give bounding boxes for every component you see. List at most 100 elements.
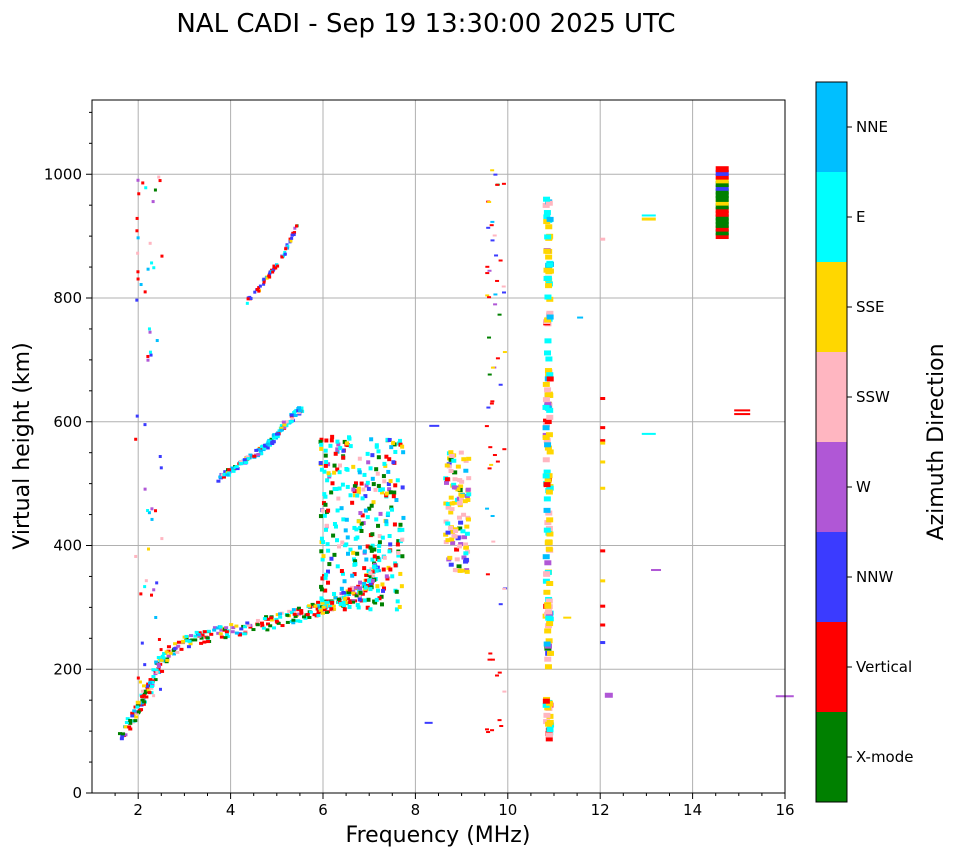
echo-point [351,591,356,595]
echo-point [715,207,729,214]
echo-point [262,280,266,284]
echo-point [128,721,133,725]
echo-point [235,467,240,471]
echo-point [338,446,343,451]
echo-point [350,573,355,578]
echo-point [117,732,122,736]
echo-point [335,447,340,452]
echo-point [543,275,551,281]
echo-point [391,460,396,465]
echo-point [156,656,161,660]
echo-point [333,596,338,600]
echo-point [293,410,298,414]
echo-point [715,184,729,191]
echo-point [443,532,449,537]
echo-point [347,587,352,592]
echo-point [445,521,451,526]
plot-frame [91,99,786,794]
echo-point [291,618,296,622]
echo-point [308,610,313,614]
echo-point [366,460,371,465]
echo-point [324,572,329,577]
echo-point [543,210,551,216]
echo-point [142,684,147,688]
echo-point [318,605,323,609]
echo-point [190,638,195,642]
data-points [117,166,794,742]
echo-point [318,461,323,466]
echo-point [176,644,181,648]
echo-point [401,450,406,455]
echo-point [344,517,349,522]
echo-point [377,548,382,553]
echo-point [187,639,192,643]
echo-point [343,596,348,600]
echo-point [281,254,285,258]
echo-point [715,169,729,176]
echo-point [345,535,350,540]
echo-point [448,468,454,473]
echo-point [545,432,553,438]
echo-point [293,614,298,618]
echo-point [491,540,496,543]
echo-point [385,576,390,581]
echo-point [230,466,235,470]
echo-point [333,451,338,456]
echo-point [502,291,507,294]
echo-point [351,589,356,593]
echo-point [387,457,392,462]
echo-point [392,490,397,495]
echo-point [544,317,552,323]
echo-point [293,413,298,417]
echo-point [324,438,329,443]
echo-point [344,542,349,547]
echo-point [384,454,389,459]
echo-point [266,622,271,626]
echo-point [197,631,202,635]
echo-point [293,226,297,230]
echo-point [380,582,385,587]
echo-point [391,440,396,445]
echo-point [492,454,497,457]
echo-point [451,458,457,463]
echo-point [290,233,294,237]
echo-point [157,637,161,641]
echo-point [352,525,357,530]
echo-point [194,630,199,634]
echo-point [324,523,329,528]
echo-point [336,442,341,447]
echo-point [319,467,324,472]
echo-point [151,200,155,204]
echo-point [384,574,389,579]
echo-point [226,471,231,475]
echo-point [323,588,328,593]
echo-point [543,482,551,488]
echo-point [212,626,217,630]
echo-point [365,515,370,520]
x-tick-label: 2 [133,801,143,819]
echo-point [298,619,303,623]
echo-point [135,298,139,302]
echo-point [361,589,366,593]
echo-point [144,684,149,688]
echo-point [330,434,335,439]
echo-point [455,487,461,492]
echo-point [263,443,268,447]
echo-point [545,539,553,545]
echo-point [495,674,500,677]
echo-point [281,420,286,424]
echo-point [449,529,455,534]
echo-point [386,482,391,487]
echo-point [543,527,551,533]
echo-point [379,602,384,607]
echo-point [346,591,351,595]
echo-point [154,615,158,619]
echo-point [316,614,321,618]
echo-point [395,599,400,604]
echo-point [322,492,327,497]
echo-point [545,609,553,615]
echo-point [127,725,132,729]
echo-point [139,592,143,596]
echo-point [545,615,553,621]
echo-point [365,480,370,485]
